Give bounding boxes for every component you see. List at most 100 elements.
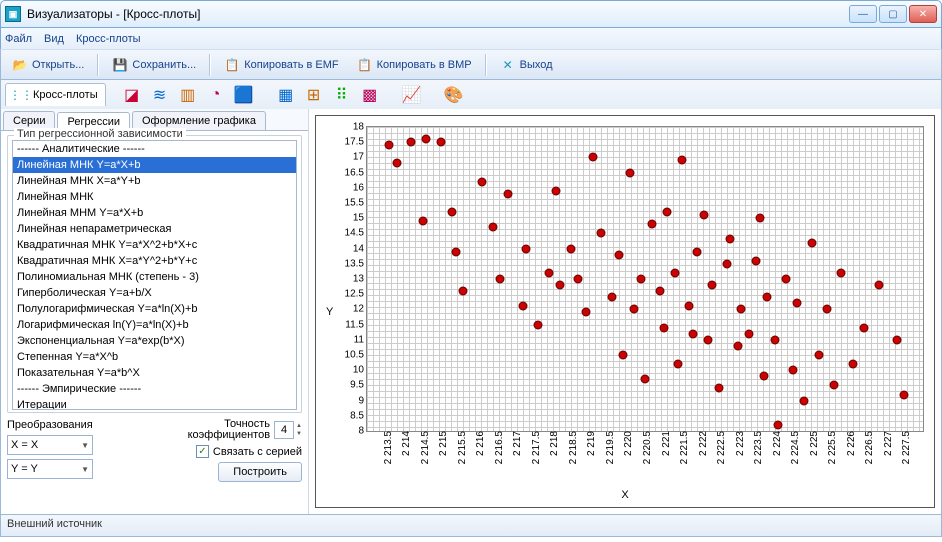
app-icon: ▣	[5, 6, 21, 22]
line-icon: ≋	[153, 85, 166, 105]
menu-view[interactable]: Вид	[44, 33, 64, 45]
ribbon-btn-7[interactable]: ⊞	[302, 84, 326, 106]
x-tick-label: 2 216	[475, 431, 486, 456]
ribbon-btn-10[interactable]: 📈	[400, 84, 424, 106]
scatter-point	[533, 320, 542, 329]
x-transform-combo[interactable]: X = X▼	[7, 435, 93, 455]
regression-item[interactable]: Гиперболическая Y=a+b/X	[13, 285, 296, 301]
x-tick-label: 2 222.5	[716, 431, 727, 464]
scatter-point	[715, 384, 724, 393]
ribbon-btn-4[interactable]: ◔	[204, 84, 228, 106]
regression-item[interactable]: ------ Аналитические ------	[13, 141, 296, 157]
scatter-point	[574, 275, 583, 284]
scatter-point	[670, 268, 679, 277]
scatter-point	[763, 293, 772, 302]
precision-spinner[interactable]: 4 ▲▼	[274, 421, 302, 439]
open-label: Открыть...	[32, 59, 84, 71]
x-tick-label: 2 223	[735, 431, 746, 456]
window-controls: — ▢ ✕	[849, 5, 937, 23]
regression-item[interactable]: Полиномиальная МНК (степень - 3)	[13, 269, 296, 285]
spin-up-icon[interactable]: ▲	[296, 422, 302, 430]
y-tick-label: 14	[353, 243, 364, 254]
ribbon-btn-6[interactable]: ▦	[274, 84, 298, 106]
regression-item[interactable]: ------ Эмпирические ------	[13, 381, 296, 397]
scatter-point	[437, 138, 446, 147]
copy-bmp-button[interactable]: 📋Копировать в BMP	[350, 54, 479, 76]
regression-item[interactable]: Степенная Y=a*X^b	[13, 349, 296, 365]
minimize-button[interactable]: —	[849, 5, 877, 23]
y-tick-label: 9.5	[350, 380, 364, 391]
window-title: Визуализаторы - [Кросс-плоты]	[27, 7, 849, 21]
regression-item[interactable]: Квадратичная МНК Y=a*X^2+b*X+c	[13, 237, 296, 253]
ribbon-btn-3[interactable]: ▥	[176, 84, 200, 106]
plot-area[interactable]: 88.599.51010.51111.51212.51313.51414.515…	[366, 126, 924, 432]
scatter-point	[692, 247, 701, 256]
scatter-point	[800, 396, 809, 405]
menu-crossplots[interactable]: Кросс-плоты	[76, 33, 141, 45]
regression-item[interactable]: Линейная непараметрическая	[13, 221, 296, 237]
maximize-button[interactable]: ▢	[879, 5, 907, 23]
y-transform-combo[interactable]: Y = Y▼	[7, 459, 93, 479]
regression-item[interactable]: Показательная Y=a*b^X	[13, 365, 296, 381]
scatter-point	[555, 281, 564, 290]
regression-item[interactable]: Полулогарифмическая Y=a*ln(X)+b	[13, 301, 296, 317]
scatter-point	[678, 156, 687, 165]
checkbox-icon: ✓	[196, 445, 209, 458]
regression-item[interactable]: Логарифмическая ln(Y)=a*ln(X)+b	[13, 317, 296, 333]
scatter-point	[489, 223, 498, 232]
build-button[interactable]: Построить	[218, 462, 302, 482]
copy-emf-button[interactable]: 📋Копировать в EMF	[217, 54, 345, 76]
open-button[interactable]: 📂Открыть...	[5, 54, 91, 76]
spin-down-icon[interactable]: ▼	[296, 430, 302, 438]
regression-list[interactable]: ------ Аналитические ------Линейная МНК …	[12, 140, 297, 410]
regression-item[interactable]: Итерации	[13, 397, 296, 410]
scatter-point	[770, 335, 779, 344]
exit-label: Выход	[520, 59, 553, 71]
y-tick-label: 16	[353, 182, 364, 193]
scatter-point	[451, 247, 460, 256]
scatter-point	[807, 238, 816, 247]
ribbon-btn-5[interactable]: 🟦	[232, 84, 256, 106]
scatter-point	[893, 335, 902, 344]
regression-item[interactable]: Линейная МНК X=a*Y+b	[13, 173, 296, 189]
save-button[interactable]: 💾Сохранить...	[105, 54, 203, 76]
scatter-point	[522, 244, 531, 253]
x-tick-label: 2 214	[401, 431, 412, 456]
ribbon-btn-9[interactable]: ▩	[358, 84, 382, 106]
link-series-checkbox[interactable]: ✓Связать с серией	[196, 445, 302, 458]
scatter-point	[900, 390, 909, 399]
ribbon-btn-11[interactable]: 🎨	[442, 84, 466, 106]
y-tick-label: 15.5	[345, 198, 364, 209]
menubar: Файл Вид Кросс-плоты	[0, 28, 942, 49]
scatter-icon: ⋮⋮	[13, 87, 29, 103]
ribbon-btn-2[interactable]: ≋	[148, 84, 172, 106]
menu-file[interactable]: Файл	[5, 33, 32, 45]
scatter-point	[641, 375, 650, 384]
regression-item[interactable]: Экспоненциальная Y=a*exp(b*X)	[13, 333, 296, 349]
scatter-point	[385, 141, 394, 150]
scatter-point	[822, 305, 831, 314]
matrix-icon: ▩	[362, 85, 377, 105]
x-tick-label: 2 220.5	[642, 431, 653, 464]
bottom-controls: Преобразования X = X▼ Y = Y▼ Точность ко…	[1, 415, 308, 486]
scatter-point	[774, 420, 783, 429]
x-tick-label: 2 219.5	[605, 431, 616, 464]
scatter-point	[830, 381, 839, 390]
regression-item[interactable]: Линейная МНК	[13, 189, 296, 205]
regression-item[interactable]: Линейная МНМ Y=a*X+b	[13, 205, 296, 221]
regression-item[interactable]: Квадратичная МНК X=a*Y^2+b*Y+c	[13, 253, 296, 269]
regression-item[interactable]: Линейная МНК Y=a*X+b	[13, 157, 296, 173]
scatter-point	[615, 250, 624, 259]
precision-label: Точность коэффициентов	[188, 419, 270, 441]
exit-button[interactable]: ✕Выход	[493, 54, 560, 76]
scatter-point	[781, 275, 790, 284]
ribbon-btn-8[interactable]: ⠿	[330, 84, 354, 106]
close-button[interactable]: ✕	[909, 5, 937, 23]
copy-emf-label: Копировать в EMF	[244, 59, 338, 71]
ribbon-btn-1[interactable]: ◪	[120, 84, 144, 106]
scatter-point	[655, 287, 664, 296]
grid2-icon: ⊞	[307, 85, 320, 105]
x-tick-label: 2 227.5	[901, 431, 912, 464]
y-tick-label: 10.5	[345, 350, 364, 361]
tab-crossplots[interactable]: ⋮⋮ Кросс-плоты	[5, 83, 106, 106]
